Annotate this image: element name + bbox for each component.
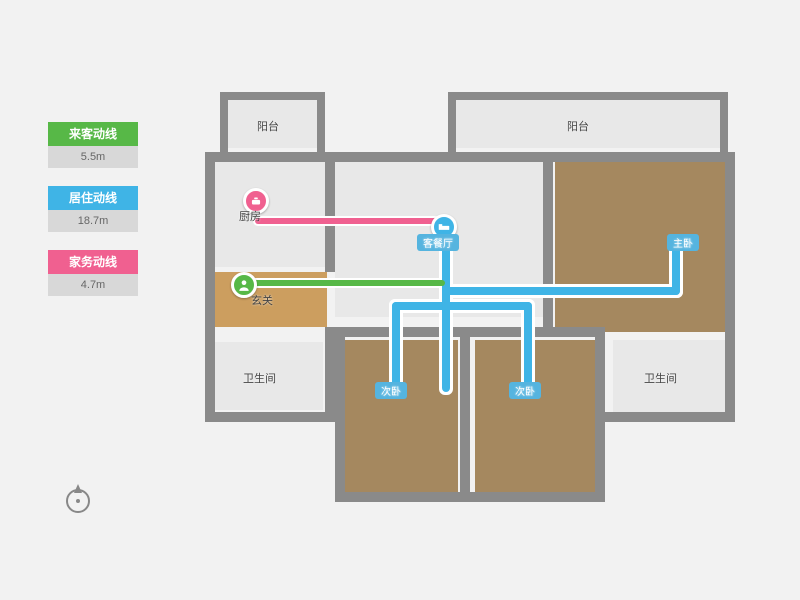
path-green — [239, 280, 445, 286]
wall — [325, 327, 605, 337]
legend-entry-chore: 家务动线 4.7m — [48, 250, 138, 296]
wall — [325, 327, 335, 422]
legend-distance: 5.5m — [48, 146, 138, 168]
floorplan: 阳台 阳台厨房客餐厅玄关 主卧卫生间次卧 次卧 卫生间 — [195, 82, 745, 512]
legend-title: 居住动线 — [48, 186, 138, 210]
wall — [205, 152, 735, 162]
room-label-balcony_left: 阳台 — [257, 118, 279, 134]
room-label-kitchen: 厨房 — [239, 208, 261, 224]
legend-distance: 4.7m — [48, 274, 138, 296]
wall — [317, 92, 325, 152]
room-kitchen — [215, 162, 325, 267]
wall — [543, 162, 553, 332]
room-label-bath_left: 卫生间 — [243, 370, 276, 386]
wall — [595, 412, 735, 422]
room-label-bed3: 次卧 — [509, 382, 541, 399]
path-blue — [392, 302, 400, 392]
compass-icon — [60, 480, 96, 521]
legend-distance: 18.7m — [48, 210, 138, 232]
path-pink — [255, 218, 445, 224]
wall — [595, 327, 605, 502]
wall — [460, 337, 470, 497]
path-blue — [442, 287, 680, 295]
legend-entry-living: 居住动线 18.7m — [48, 186, 138, 232]
legend-title: 来客动线 — [48, 122, 138, 146]
wall — [205, 152, 215, 422]
room-label-living: 客餐厅 — [417, 234, 459, 251]
room-label-bed2: 次卧 — [375, 382, 407, 399]
path-blue — [442, 302, 532, 310]
wall — [220, 92, 325, 100]
path-blue — [442, 232, 450, 392]
wall — [325, 152, 335, 272]
wall — [335, 492, 605, 502]
wall — [725, 152, 735, 422]
wall — [448, 92, 456, 152]
room-label-master: 主卧 — [667, 234, 699, 251]
room-bed3 — [475, 340, 595, 495]
room-master — [555, 162, 735, 332]
legend-title: 家务动线 — [48, 250, 138, 274]
wall — [335, 327, 345, 502]
wall — [205, 412, 335, 422]
legend: 来客动线 5.5m 居住动线 18.7m 家务动线 4.7m — [48, 122, 138, 314]
wall — [448, 92, 728, 100]
path-blue — [524, 302, 532, 392]
room-label-balcony_right: 阳台 — [567, 118, 589, 134]
legend-entry-guest: 来客动线 5.5m — [48, 122, 138, 168]
wall — [720, 92, 728, 152]
wall — [220, 92, 228, 152]
room-label-bath_right: 卫生间 — [644, 370, 677, 386]
room-label-entrance: 玄关 — [251, 292, 273, 308]
